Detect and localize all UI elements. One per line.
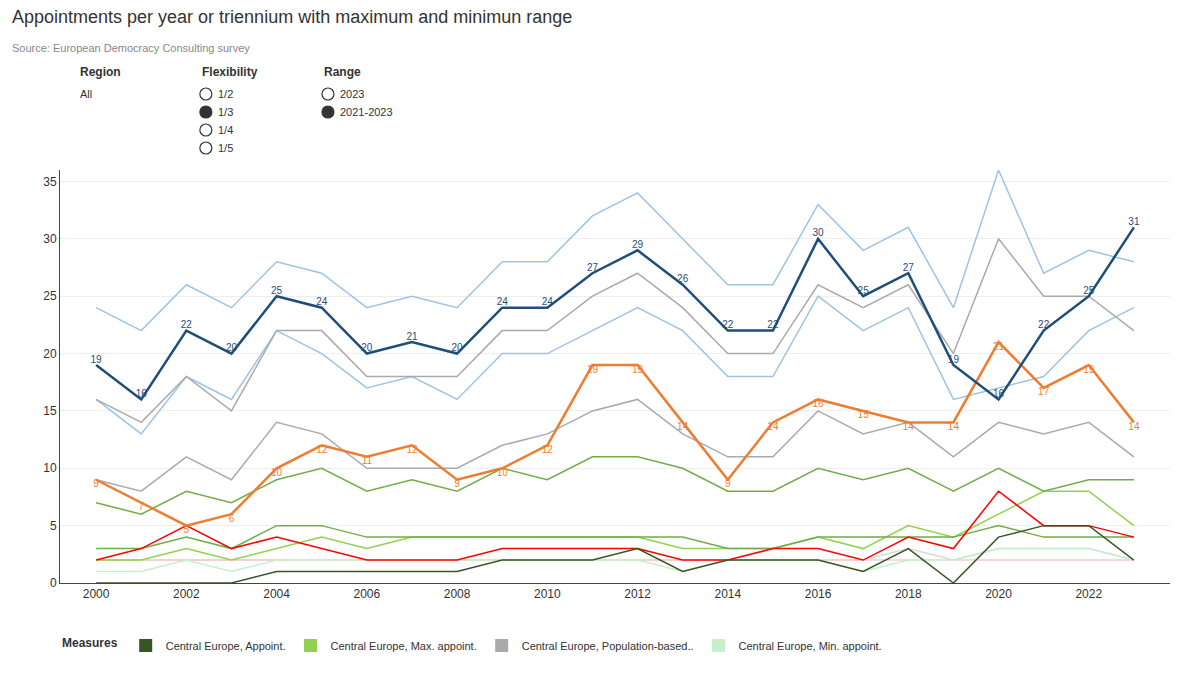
svg-text:19: 19 (91, 354, 103, 365)
svg-text:14: 14 (948, 421, 960, 432)
svg-text:15: 15 (858, 409, 870, 420)
svg-text:Central Europe, Min. appoint.: Central Europe, Min. appoint. (739, 640, 882, 652)
svg-text:1/5: 1/5 (218, 142, 233, 154)
svg-text:31: 31 (1128, 216, 1140, 227)
svg-text:2014: 2014 (714, 587, 741, 601)
svg-text:Appointments per year or trien: Appointments per year or triennium with … (12, 7, 572, 27)
svg-text:27: 27 (903, 262, 915, 273)
svg-text:29: 29 (632, 239, 644, 250)
svg-text:16: 16 (993, 388, 1005, 399)
svg-text:15: 15 (43, 404, 57, 418)
svg-text:22: 22 (1038, 319, 1050, 330)
svg-text:25: 25 (271, 285, 283, 296)
svg-text:25: 25 (1083, 285, 1095, 296)
svg-text:16: 16 (136, 388, 148, 399)
svg-text:2012: 2012 (624, 587, 651, 601)
svg-text:16: 16 (812, 398, 824, 409)
svg-text:1/3: 1/3 (218, 106, 233, 118)
svg-text:2000: 2000 (83, 587, 110, 601)
svg-text:12: 12 (316, 444, 328, 455)
svg-text:19: 19 (948, 354, 960, 365)
svg-text:Central Europe, Max. appoint.: Central Europe, Max. appoint. (331, 640, 477, 652)
svg-text:Region: Region (80, 65, 121, 79)
svg-text:22: 22 (767, 319, 779, 330)
svg-text:2023: 2023 (340, 88, 364, 100)
svg-text:0: 0 (50, 576, 57, 590)
svg-text:22: 22 (181, 319, 193, 330)
svg-text:21: 21 (406, 331, 418, 342)
svg-text:Range: Range (324, 65, 361, 79)
svg-text:2016: 2016 (805, 587, 832, 601)
svg-text:2021-2023: 2021-2023 (340, 106, 393, 118)
svg-text:25: 25 (858, 285, 870, 296)
svg-text:22: 22 (722, 319, 734, 330)
svg-text:2018: 2018 (895, 587, 922, 601)
svg-text:1/4: 1/4 (218, 124, 233, 136)
svg-text:10: 10 (43, 461, 57, 475)
svg-text:5: 5 (50, 519, 57, 533)
svg-text:20: 20 (452, 342, 464, 353)
svg-text:24: 24 (542, 296, 554, 307)
svg-text:27: 27 (587, 262, 599, 273)
svg-text:30: 30 (812, 227, 824, 238)
svg-text:6: 6 (229, 513, 235, 524)
svg-text:2002: 2002 (173, 587, 200, 601)
svg-text:2008: 2008 (444, 587, 471, 601)
svg-text:12: 12 (542, 444, 554, 455)
svg-text:5: 5 (184, 524, 190, 535)
svg-text:2022: 2022 (1075, 587, 1102, 601)
svg-text:17: 17 (1038, 386, 1050, 397)
svg-text:25: 25 (43, 289, 57, 303)
svg-text:26: 26 (677, 273, 689, 284)
svg-text:20: 20 (226, 342, 238, 353)
svg-text:30: 30 (43, 232, 57, 246)
svg-text:11: 11 (362, 455, 373, 466)
svg-text:24: 24 (497, 296, 509, 307)
svg-text:19: 19 (587, 364, 599, 375)
svg-text:14: 14 (677, 421, 689, 432)
svg-text:Measures: Measures (62, 636, 118, 650)
svg-text:21: 21 (993, 341, 1005, 352)
svg-text:35: 35 (43, 175, 57, 189)
svg-text:9: 9 (93, 478, 99, 489)
svg-text:12: 12 (406, 444, 418, 455)
svg-text:19: 19 (1083, 364, 1095, 375)
svg-text:1/2: 1/2 (218, 88, 233, 100)
svg-text:10: 10 (271, 467, 283, 478)
svg-text:14: 14 (767, 421, 779, 432)
svg-text:7: 7 (138, 501, 144, 512)
svg-text:Flexibility: Flexibility (202, 65, 258, 79)
svg-text:Central Europe, Population-bas: Central Europe, Population-based.. (522, 640, 694, 652)
svg-text:2010: 2010 (534, 587, 561, 601)
svg-text:9: 9 (725, 478, 731, 489)
svg-text:Source: European Democracy Con: Source: European Democracy Consulting su… (12, 42, 250, 54)
svg-text:20: 20 (43, 347, 57, 361)
svg-text:19: 19 (632, 364, 644, 375)
svg-text:9: 9 (454, 478, 460, 489)
svg-text:2006: 2006 (353, 587, 380, 601)
svg-text:All: All (80, 88, 92, 100)
svg-text:14: 14 (903, 421, 915, 432)
svg-text:20: 20 (361, 342, 373, 353)
svg-text:14: 14 (1128, 421, 1140, 432)
svg-text:2004: 2004 (263, 587, 290, 601)
svg-text:10: 10 (497, 467, 509, 478)
svg-text:Central Europe, Appoint.: Central Europe, Appoint. (166, 640, 286, 652)
svg-text:2020: 2020 (985, 587, 1012, 601)
svg-text:24: 24 (316, 296, 328, 307)
